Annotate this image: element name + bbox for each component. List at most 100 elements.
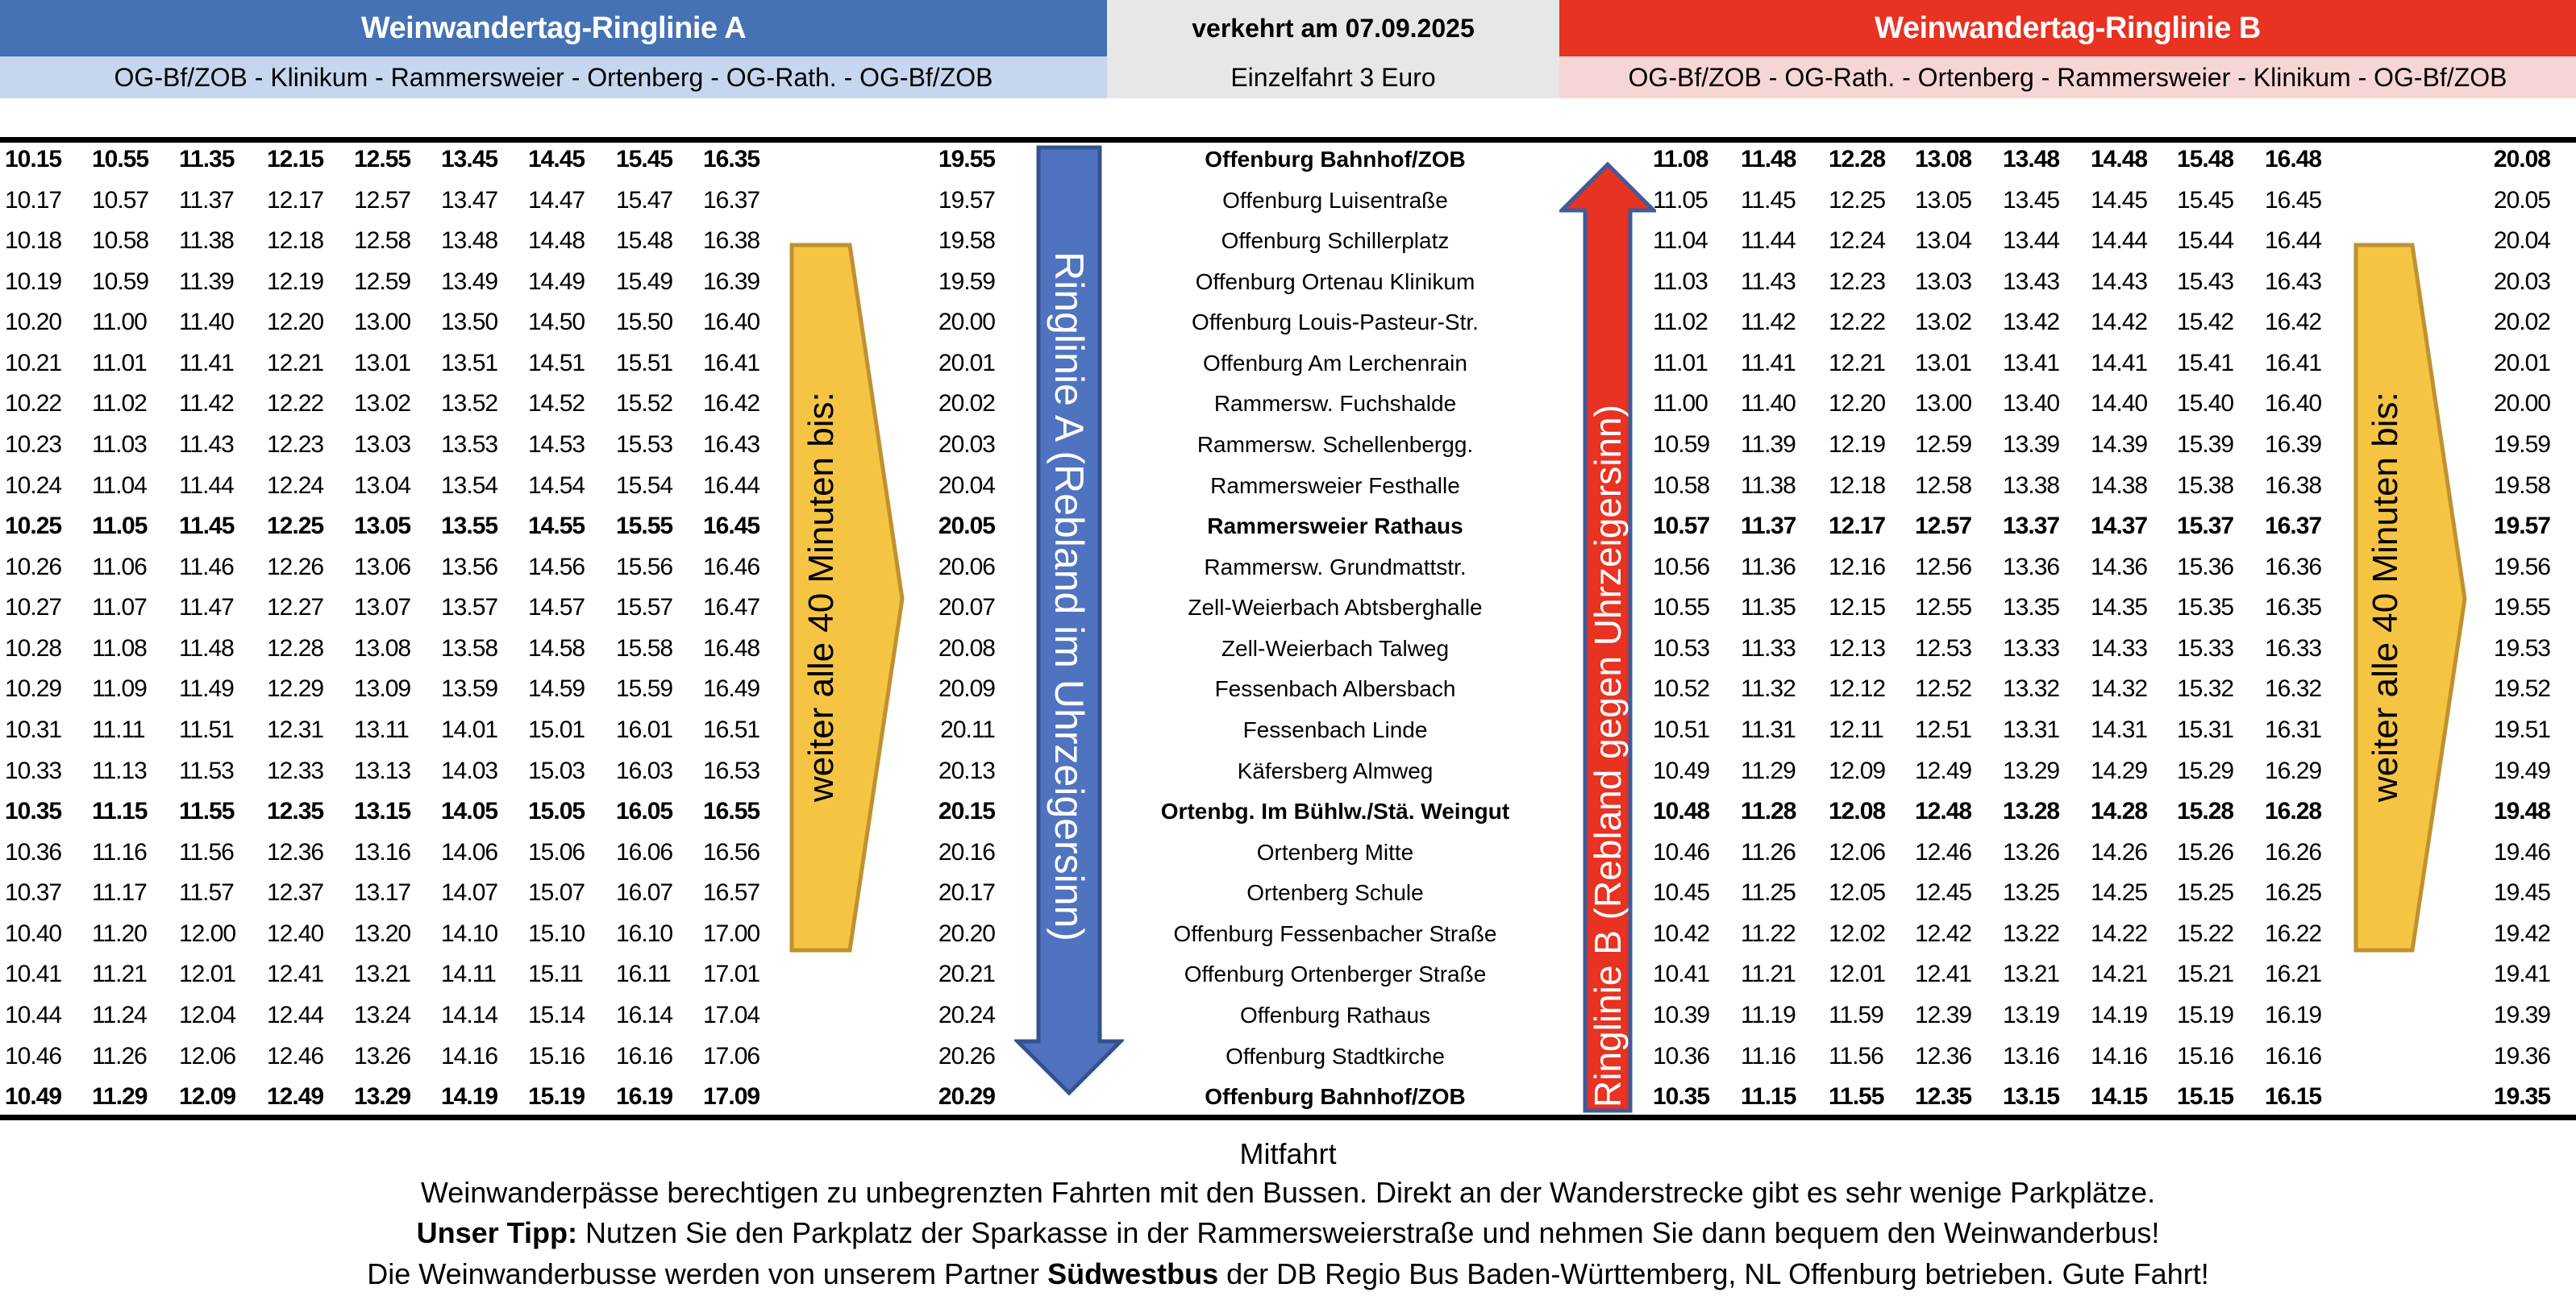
line-b-departure: 12.55 [1915,594,1972,621]
line-b-departure: 16.15 [2265,1083,2322,1111]
line-a-last-departure: 20.05 [938,513,996,540]
line-a-departure: 14.58 [528,634,585,662]
line-a-last-departure: 19.57 [938,186,996,214]
line-b-departure: 14.48 [2091,146,2148,172]
line-a-departure: 11.55 [179,798,235,825]
line-a-departure: 11.08 [92,634,148,662]
line-a-departure: 16.56 [703,838,760,866]
line-a-departure: 10.44 [5,1001,62,1028]
line-b-departure: 13.42 [2003,309,2060,336]
arrow-up-icon [1559,161,1656,1113]
line-a-departure: 15.49 [616,268,673,295]
line-a-departure: 10.27 [5,594,62,621]
footer-parking-tip: Unser Tipp: Nutzen Sie den Parkplatz der… [0,1215,2576,1252]
line-b-last-departure: 19.35 [2493,1083,2551,1111]
line-b-departure: 14.44 [2091,227,2148,255]
line-b-departure: 10.35 [1653,1083,1710,1111]
line-a-departure: 11.56 [179,838,235,866]
line-b-departure: 11.56 [1829,1042,1884,1070]
line-b-last-departure: 19.56 [2493,553,2551,580]
line-a-departure: 17.01 [703,961,760,988]
line-a-departure: 12.23 [267,430,324,458]
line-a-departure: 11.11 [92,716,146,743]
line-a-departure: 16.51 [703,716,760,743]
stop-name: Ortenbg. Im Bühlw./Stä. Weingut [1160,799,1510,825]
line-a-departure: 13.07 [354,594,411,621]
line-b-arrow-label: Ringlinie B (Rebland gegen Uhrzeigersinn… [1587,405,1629,1107]
line-a-departure: 10.46 [5,1042,62,1070]
line-a-departure: 13.03 [354,430,411,458]
line-b-departure: 16.33 [2265,634,2322,662]
line-a-departure: 16.38 [703,227,760,255]
line-b-route: OG-Bf/ZOB - OG-Rath. - Ortenberg - Ramme… [1559,56,2576,98]
line-b-departure: 13.44 [2003,227,2060,255]
stop-name: Offenburg Luisentraße [1222,187,1448,213]
line-b-last-departure: 20.05 [2493,186,2551,214]
line-a-departure: 13.58 [441,634,498,662]
line-b-departure: 13.31 [2003,716,2060,743]
table-row: 10.25 11.05 11.45 12.25 13.05 13.55 14.55 15.55… [0,510,2576,542]
line-b-departure: 11.41 [1741,349,1796,376]
line-a-departure: 14.49 [528,268,585,295]
line-b-departure: 11.31 [1741,716,1796,743]
line-b-departure: 11.33 [1741,634,1796,662]
line-a-departure: 13.47 [441,186,498,214]
line-b-departure: 10.39 [1653,1001,1710,1028]
line-b-departure: 11.35 [1741,594,1796,621]
line-a-departure: 15.55 [616,513,673,540]
line-b-departure: 12.52 [1915,675,1972,703]
line-b-departure: 14.25 [2091,879,2148,907]
line-b-departure: 12.36 [1915,1042,1972,1070]
line-b-departure: 16.39 [2265,430,2322,458]
operator-pre: Die Weinwanderbusse werden von unserem P… [367,1257,1048,1290]
line-b-departure: 16.38 [2265,471,2322,499]
line-b-last-departure: 19.53 [2493,634,2551,662]
line-a-departure: 10.22 [5,390,62,417]
line-b-departure: 12.46 [1915,838,1972,866]
line-b-departure: 16.21 [2265,961,2322,988]
line-a-departure: 13.56 [441,553,498,580]
line-a-departure: 12.26 [267,553,324,580]
line-a-departure: 16.47 [703,594,760,621]
line-a-departure: 13.55 [441,513,498,540]
line-b-departure: 13.25 [2003,879,2060,907]
line-a-departure: 14.56 [528,553,585,580]
line-b-departure: 12.48 [1915,798,1972,825]
line-b-departure: 13.21 [2003,961,2060,988]
line-a-departure: 11.53 [179,757,235,784]
table-row: 10.28 11.08 11.48 12.28 13.08 13.58 14.58 15.58… [0,633,2576,665]
line-b-departure: 10.45 [1653,879,1710,907]
line-b-departure: 11.45 [1741,186,1796,214]
line-b-departure: 13.05 [1915,186,1972,214]
line-b-departure: 13.36 [2003,553,2060,580]
line-b-departure: 11.37 [1741,513,1796,540]
line-a-departure: 16.53 [703,757,760,784]
line-b-departure: 12.25 [1829,186,1886,214]
line-b-departure: 10.59 [1653,430,1710,458]
line-b-departure: 13.01 [1915,349,1972,376]
line-a-departure: 11.06 [92,553,148,580]
line-b-departure: 11.04 [1653,227,1708,255]
line-b-departure: 10.36 [1653,1042,1710,1070]
line-a-departure: 14.16 [441,1042,498,1070]
line-a-last-departure: 20.13 [938,757,996,784]
line-b-departure: 11.19 [1741,1001,1796,1028]
line-a-departure: 16.42 [703,390,760,417]
line-a-last-departure: 20.08 [938,634,996,662]
line-a-departure: 12.57 [354,186,411,214]
line-b-last-departure: 19.57 [2493,513,2551,540]
footer-operator-info: Die Weinwanderbusse werden von unserem P… [0,1256,2576,1293]
line-a-departure: 11.17 [92,879,148,907]
line-a-departure: 16.39 [703,268,760,295]
line-b-departure: 11.59 [1829,1001,1884,1028]
stop-name: Offenburg Fessenbacher Straße [1173,920,1497,946]
line-b-departure: 13.38 [2003,471,2060,499]
stop-name: Offenburg Am Lerchenrain [1203,350,1467,376]
table-row: 10.41 11.21 12.01 12.41 13.21 14.11 15.11 16.11… [0,958,2576,991]
line-a-departure: 12.27 [267,594,324,621]
line-b-departure: 14.21 [2091,961,2148,988]
line-b-departure: 11.25 [1741,879,1796,907]
table-row: 10.36 11.16 11.56 12.36 13.16 14.06 15.06 16.06… [0,837,2576,869]
line-b-departure: 12.21 [1829,349,1886,376]
line-a-departure: 14.50 [528,309,585,336]
